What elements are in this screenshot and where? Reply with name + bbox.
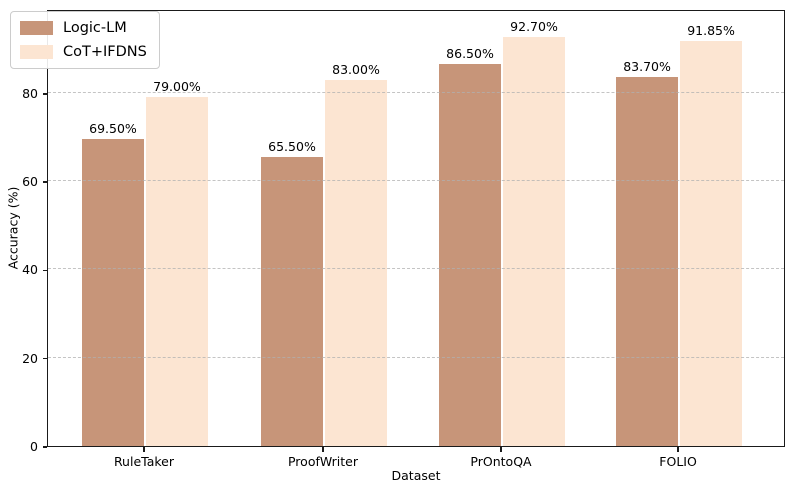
- legend-item-logic-lm: Logic-LM: [20, 19, 147, 37]
- bar: [81, 139, 144, 446]
- y-tick-mark: [42, 93, 47, 95]
- bar-value-label: 65.50%: [268, 138, 316, 154]
- y-tick-mark: [42, 269, 47, 272]
- y-tick-mark: [42, 181, 47, 183]
- plot-area: 69.50% 65.50% 86.50% 83.70% 79.00% 83.00% 92.7…: [47, 10, 785, 447]
- bar-value-label: 92.70%: [510, 18, 558, 34]
- bar-value-label: 91.85%: [687, 22, 735, 38]
- x-axis: RuleTaker ProofWriter PrOntoQA FOLIO: [47, 447, 785, 486]
- x-tick-label: FOLIO: [659, 454, 697, 469]
- x-tick-mark: [322, 447, 324, 452]
- bar-value-label: 83.70%: [623, 58, 671, 74]
- y-tick-label: 60: [22, 174, 38, 190]
- legend: Logic-LM CoT+IFDNS: [10, 11, 160, 69]
- y-tick-label: 40: [22, 262, 38, 278]
- gridline: [48, 268, 784, 270]
- bar-value-label: 83.00%: [332, 61, 380, 77]
- bar: [616, 76, 679, 446]
- bar: [680, 40, 743, 446]
- bar: [145, 97, 208, 446]
- y-tick-label: 20: [22, 350, 38, 366]
- y-tick-label: 80: [22, 85, 38, 101]
- y-tick-mark: [42, 357, 47, 360]
- x-tick-label: RuleTaker: [113, 454, 174, 469]
- gridline: [48, 356, 784, 358]
- legend-item-cot-ifdns: CoT+IFDNS: [20, 43, 147, 61]
- legend-label-logic-lm: Logic-LM: [63, 20, 127, 36]
- y-axis-title: Accuracy (%): [5, 186, 21, 270]
- bar: [503, 36, 566, 446]
- x-tick-label: PrOntoQA: [470, 454, 532, 469]
- legend-label-cot-ifdns: CoT+IFDNS: [63, 44, 147, 60]
- gridline: [48, 180, 784, 182]
- x-tick-mark: [677, 447, 679, 452]
- bar: [325, 79, 387, 446]
- bar-value-label: 69.50%: [89, 121, 137, 137]
- bar-value-label: 79.00%: [153, 79, 201, 95]
- y-axis: 0 20 40 60 80: [0, 10, 47, 454]
- y-tick-mark: [42, 446, 47, 448]
- bar: [439, 64, 502, 446]
- y-tick-label: 0: [30, 439, 38, 454]
- x-axis-title: Dataset: [391, 468, 441, 483]
- bar-value-label: 86.50%: [446, 46, 494, 62]
- gridline: [48, 91, 784, 93]
- x-tick-mark: [500, 447, 502, 452]
- x-tick-mark: [143, 447, 145, 452]
- legend-swatch-cot-ifdns: [20, 45, 53, 59]
- x-tick-label: ProofWriter: [287, 454, 359, 469]
- legend-swatch-logic-lm: [20, 21, 53, 35]
- bar: [261, 156, 323, 446]
